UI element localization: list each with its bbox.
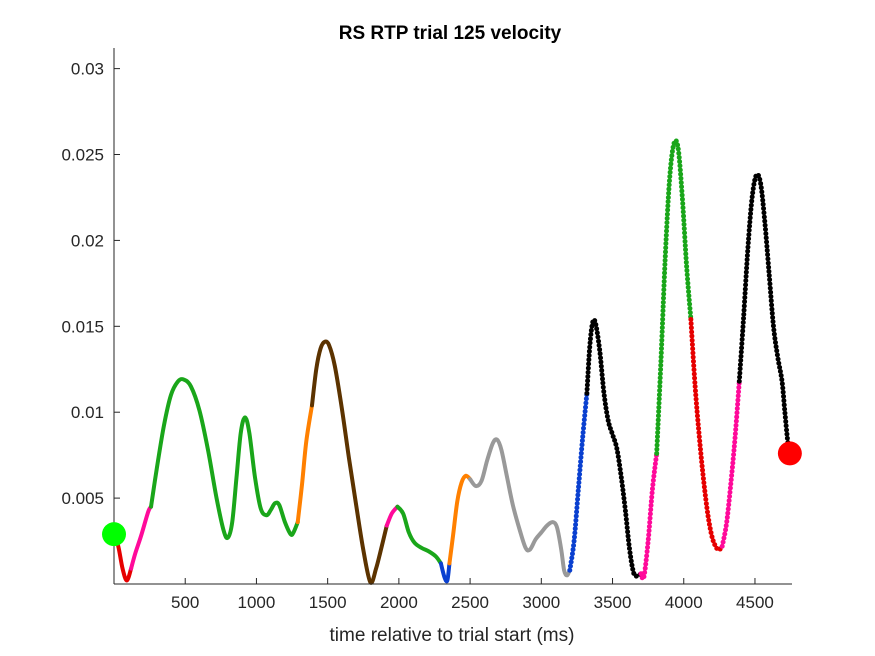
markers	[102, 441, 802, 547]
series-segment-green	[395, 504, 443, 566]
series-segment-green	[654, 138, 694, 456]
tick-labels: 500 1000 1500 2000 2500 3000 3500 4000 4500 0.005…	[61, 60, 773, 612]
x-tick-label: 4000	[665, 593, 703, 612]
y-tick-label: 0.01	[71, 403, 104, 422]
series-segment-pink	[638, 450, 660, 582]
series-segment-black	[584, 317, 644, 579]
x-tick-label: 3000	[522, 593, 560, 612]
y-tick-label: 0.005	[61, 489, 104, 508]
series-segment-blue	[438, 561, 452, 584]
series-segment-pink	[719, 378, 742, 549]
series-segment-orange	[447, 473, 473, 566]
series-segment-black	[736, 171, 793, 456]
x-tick-label: 3500	[594, 593, 632, 612]
x-tick-label: 500	[171, 593, 199, 612]
series-segment-brown	[309, 339, 389, 585]
y-tick-label: 0.02	[71, 231, 104, 250]
x-tick-label: 2500	[451, 593, 489, 612]
series-segment-green	[149, 377, 300, 541]
x-tick-label: 1500	[309, 593, 347, 612]
series-segment-orange	[295, 403, 314, 525]
x-tick-label: 1000	[238, 593, 276, 612]
series-segment-pink	[129, 504, 154, 571]
end-marker	[777, 441, 802, 466]
x-tick-label: 2000	[380, 593, 418, 612]
y-tick-label: 0.03	[71, 60, 104, 79]
chart-title: RS RTP trial 125 velocity	[339, 23, 562, 44]
y-tick-label: 0.025	[61, 146, 104, 165]
start-marker	[102, 522, 126, 547]
axes	[113, 48, 792, 585]
x-axis-label: time relative to trial start (ms)	[330, 625, 575, 646]
y-tick-label: 0.015	[61, 317, 104, 336]
x-tick-label: 4500	[736, 593, 774, 612]
plot-area	[112, 138, 793, 585]
series-segment-red	[688, 316, 725, 553]
series-segment-blue	[567, 390, 590, 573]
series-segment-gray	[468, 437, 572, 578]
